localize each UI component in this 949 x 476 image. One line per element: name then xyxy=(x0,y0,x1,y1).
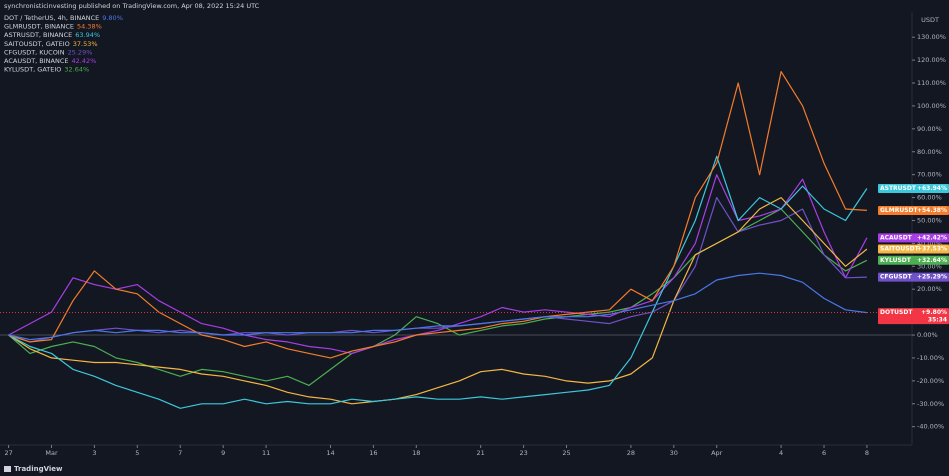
y-tick-label: 120.00% xyxy=(917,56,946,64)
legend-name: CFGUSDT, KUCOIN xyxy=(4,48,65,56)
x-tick-label: 11 xyxy=(262,449,270,457)
axis-currency: USDT xyxy=(921,16,939,24)
legend-entry: DOT / TetherUS, 4h, BINANCE 9.80% xyxy=(4,14,123,22)
legend-name: ASTRUSDT, BINANCE xyxy=(4,31,72,39)
x-tick-label: 14 xyxy=(326,449,334,457)
price-tag-name: ASTRUSDT xyxy=(880,185,917,192)
price-tag-name: GLMRUSDT xyxy=(880,207,919,214)
x-tick-label: 30 xyxy=(670,449,678,457)
legend-name: GLMRUSDT, BINANCE xyxy=(4,23,74,31)
price-tag-box xyxy=(878,308,949,325)
price-tag-box xyxy=(878,233,949,243)
x-tick-label: 3 xyxy=(92,449,96,457)
x-tick-label: 8 xyxy=(865,449,869,457)
legend-entry: KYLUSDT, GATEIO 32.64% xyxy=(4,66,89,74)
x-tick-label: 21 xyxy=(477,449,485,457)
x-tick-label: 18 xyxy=(412,449,420,457)
y-tick-label: 70.00% xyxy=(917,171,942,179)
x-tick-label: 25 xyxy=(562,449,570,457)
y-tick-label: -20.00% xyxy=(917,377,944,385)
legend-entry: ASTRUSDT, BINANCE 63.94% xyxy=(4,31,100,39)
legend-name: KYLUSDT, GATEIO xyxy=(4,66,61,74)
footer-bar xyxy=(0,462,949,476)
y-tick-label: 130.00% xyxy=(917,33,946,41)
price-tag-box xyxy=(878,255,949,265)
legend-name: SAITOUSDT, GATEIO xyxy=(4,40,70,48)
price-tag-box xyxy=(878,272,949,282)
y-tick-label: -30.00% xyxy=(917,400,944,408)
price-tag-box xyxy=(878,184,949,194)
price-tag: KYLUSDT +32.64% xyxy=(878,255,949,265)
price-tag: SAITOUSDT+37.53% xyxy=(878,244,949,254)
x-tick-label: 23 xyxy=(519,449,527,457)
series-line xyxy=(8,71,867,359)
legend-entry: CFGUSDT, KUCOIN 25.29% xyxy=(4,48,92,56)
price-tag-value: +63.94% xyxy=(917,185,947,192)
footer-logo xyxy=(4,466,11,472)
x-tick-label: Mar xyxy=(45,449,58,457)
legend-value: 32.64% xyxy=(64,66,89,74)
y-tick-label: -40.00% xyxy=(917,423,944,431)
price-tag-value: +37.53% xyxy=(917,246,947,253)
x-tick-label: 16 xyxy=(369,449,377,457)
y-tick-label: 50.00% xyxy=(917,216,942,224)
x-tick-label: 5 xyxy=(135,449,139,457)
x-tick-label: 27 xyxy=(4,449,12,457)
series-line xyxy=(8,155,868,409)
y-tick-label: 60.00% xyxy=(917,194,942,202)
legend-value: 54.38% xyxy=(77,23,102,31)
series-line xyxy=(8,197,868,405)
price-tag-name: CFGUSDT xyxy=(880,274,913,281)
price-tag-value: +42.42% xyxy=(917,234,947,241)
legend-value: 42.42% xyxy=(72,57,97,65)
legend-value: 9.80% xyxy=(102,14,123,22)
series-line xyxy=(8,174,868,354)
y-tick-label: -10.00% xyxy=(917,354,944,362)
price-tag: DOTUSDT +9.80%35:34 xyxy=(878,308,949,325)
legend-entry: GLMRUSDT, BINANCE 54.38% xyxy=(4,23,102,31)
x-tick-label: Apr xyxy=(711,449,723,457)
legend-value: 63.94% xyxy=(75,31,100,39)
price-tag-value: +9.80% xyxy=(921,309,947,316)
price-tag-name: DOTUSDT xyxy=(880,309,913,316)
y-tick-label: 0.00% xyxy=(917,331,938,339)
footer: TradingView xyxy=(14,465,63,473)
countdown: 35:34 xyxy=(928,317,947,324)
price-tag: CFGUSDT +25.29% xyxy=(878,272,949,282)
y-tick-label: 30.00% xyxy=(917,262,942,270)
price-tag-value: +32.64% xyxy=(917,257,947,264)
series-line xyxy=(8,272,867,341)
price-tag: ASTRUSDT +63.94% xyxy=(878,184,949,194)
y-tick-label: 80.00% xyxy=(917,148,942,156)
legend-name: ACAUSDT, BINANCE xyxy=(4,57,69,65)
y-tick-label: 100.00% xyxy=(917,102,946,110)
price-tag-box xyxy=(878,244,949,254)
x-tick-label: 6 xyxy=(822,449,826,457)
y-tick-label: 110.00% xyxy=(917,79,946,87)
y-tick-label: 40.00% xyxy=(917,239,942,247)
x-tick-label: 28 xyxy=(627,449,635,457)
price-tag: GLMRUSDT +54.38% xyxy=(878,205,949,215)
series-line xyxy=(8,197,867,343)
legend-name: DOT / TetherUS, 4h, BINANCE xyxy=(4,14,99,22)
legend-value: 25.29% xyxy=(68,48,93,56)
price-tag-name: SAITOUSDT xyxy=(880,246,920,253)
price-tag-value: +25.29% xyxy=(917,274,947,281)
x-tick-label: 7 xyxy=(178,449,182,457)
price-tag-name: KYLUSDT xyxy=(880,257,912,264)
legend-entry: ACAUSDT, BINANCE 42.42% xyxy=(4,57,96,65)
legend-entry: SAITOUSDT, GATEIO 37.53% xyxy=(4,40,98,48)
y-tick-label: 90.00% xyxy=(917,125,942,133)
price-tag-box xyxy=(878,205,949,215)
header: synchronisticinvesting published on Trad… xyxy=(4,2,260,10)
x-tick-label: 4 xyxy=(779,449,783,457)
price-tag-value: +54.38% xyxy=(917,207,947,214)
price-tag-name: ACAUSDT xyxy=(880,234,913,241)
x-tick-label: 9 xyxy=(221,449,225,457)
y-tick-label: 20.00% xyxy=(917,285,942,293)
legend-value: 37.53% xyxy=(73,40,98,48)
price-tag: ACAUSDT +42.42% xyxy=(878,233,949,243)
